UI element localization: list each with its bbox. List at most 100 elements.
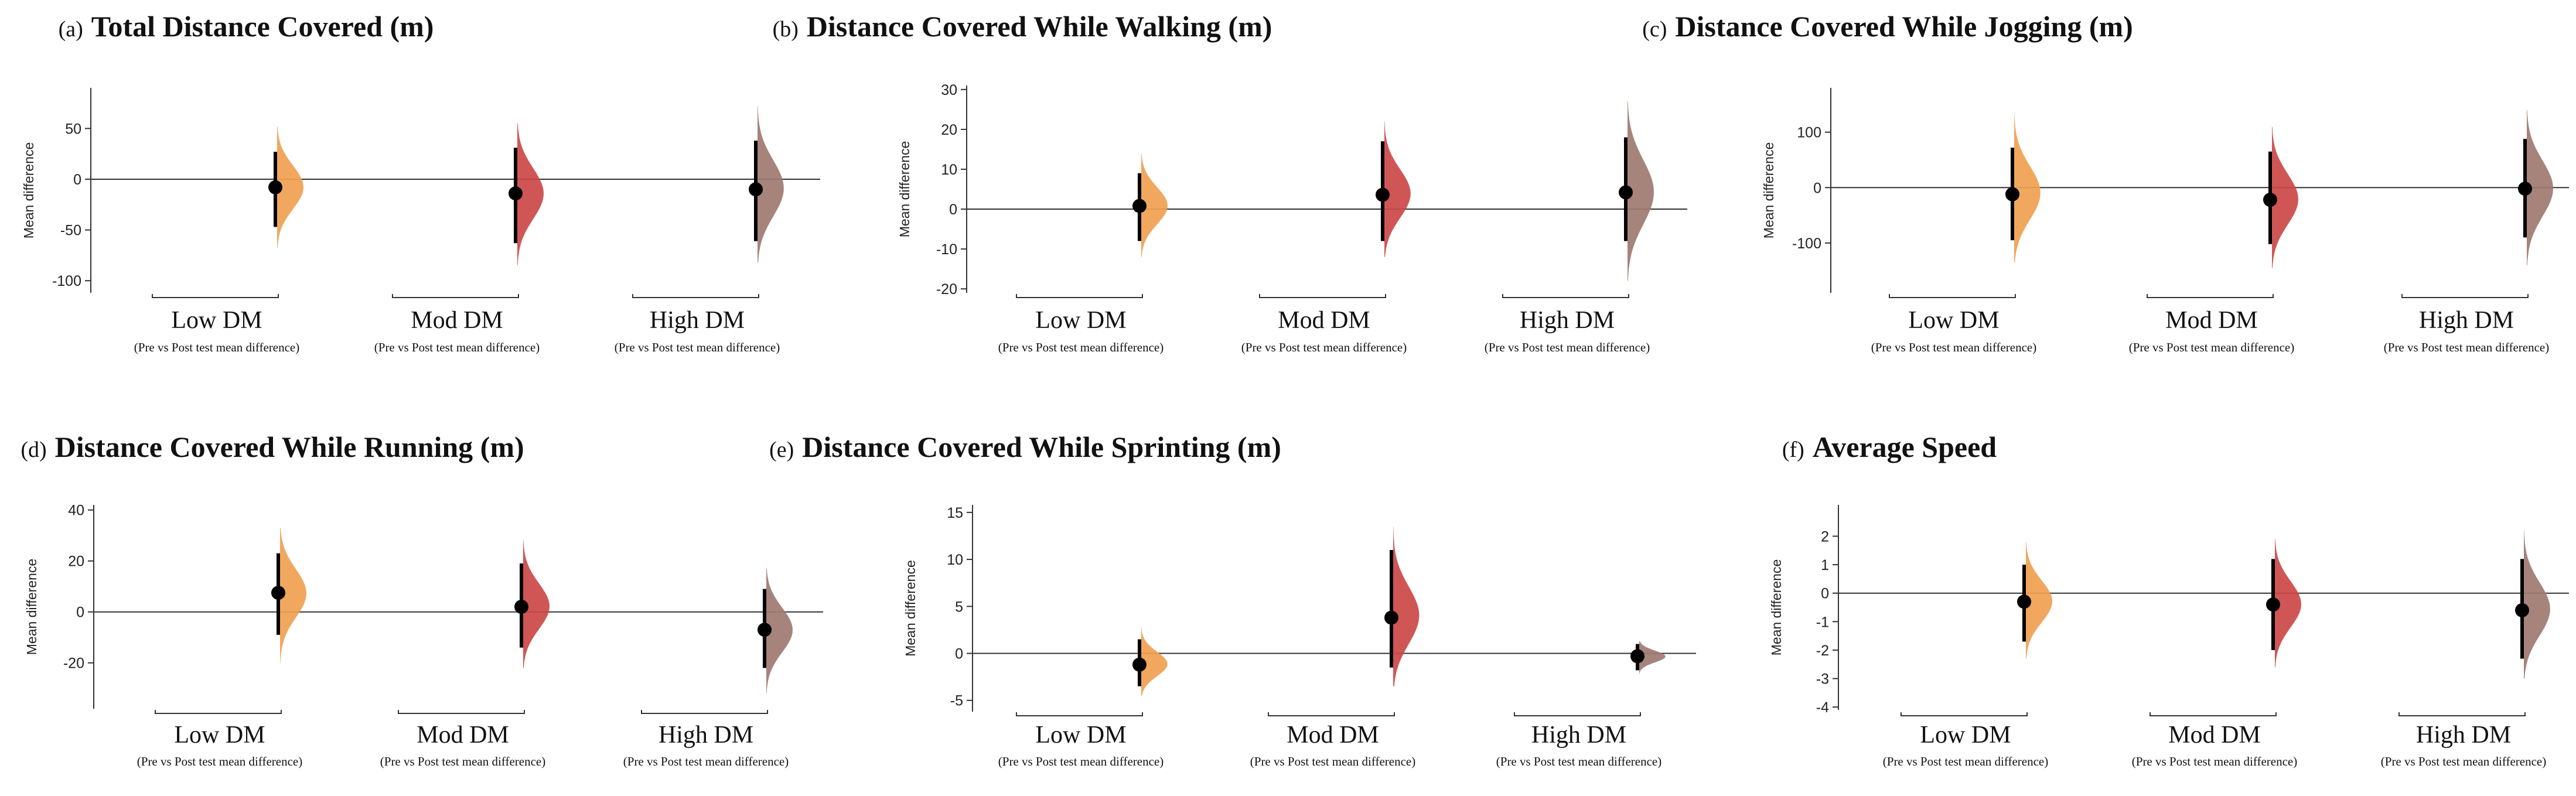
- distribution-1: [1393, 526, 1420, 686]
- distribution-0: [277, 126, 303, 248]
- y-tick-label: 50: [65, 121, 81, 137]
- panel-title: (e) Distance Covered While Sprinting (m): [769, 431, 1281, 463]
- mean-point-0: [268, 180, 282, 194]
- panel-letter: (f): [1782, 438, 1804, 462]
- mean-point-1: [1384, 610, 1398, 625]
- mean-point-2: [758, 623, 772, 637]
- distribution-1: [523, 540, 550, 668]
- y-tick-label: 20: [68, 554, 84, 570]
- group-sublabel: (Pre vs Post test mean difference): [998, 340, 1164, 354]
- panel-title: (a) Total Distance Covered (m): [59, 10, 434, 43]
- mean-point-2: [1630, 649, 1644, 664]
- y-tick-label: 10: [941, 162, 957, 178]
- group-sublabel: (Pre vs Post test mean difference): [374, 340, 540, 354]
- distribution-0: [2014, 112, 2041, 262]
- panel-a: (a) Total Distance Covered (m) 50 0 -50 -100 M…: [21, 10, 820, 354]
- mean-point-1: [1376, 187, 1390, 202]
- group-sublabel: (Pre vs Post test mean difference): [1241, 340, 1407, 354]
- panel-title: (d) Distance Covered While Running (m): [21, 431, 524, 463]
- panel-b: (b) Distance Covered While Walking (m) 30 2…: [773, 10, 1687, 354]
- distribution-2: [758, 106, 784, 263]
- y-tick-label: 0: [1813, 180, 1821, 196]
- panel-e: (e) Distance Covered While Sprinting (m) 1…: [769, 431, 1696, 768]
- group-bracket: [1889, 294, 2016, 298]
- distribution-2: [1639, 641, 1666, 674]
- y-tick-label: -100: [52, 273, 81, 289]
- group-label: Low DM: [1035, 722, 1126, 749]
- distribution-2: [2527, 110, 2553, 265]
- group-label: Mod DM: [411, 307, 503, 334]
- y-tick-label: 2: [1821, 528, 1829, 545]
- y-axis-label: Mean difference: [1761, 142, 1776, 239]
- y-tick-label: 1: [1821, 557, 1829, 573]
- group-sublabel: (Pre vs Post test mean difference): [137, 754, 302, 768]
- group-bracket: [2398, 712, 2526, 716]
- y-tick-label: -5: [950, 693, 963, 709]
- distribution-0: [1141, 153, 1168, 257]
- group-label: Mod DM: [1278, 307, 1370, 334]
- panel-letter: (c): [1642, 17, 1667, 42]
- mean-point-1: [2263, 193, 2277, 207]
- panel-f: (f) Average Speed 2 1 0 -1 -2 -3 -4 Mean differen…: [1769, 431, 2569, 768]
- group-sublabel: (Pre vs Post test mean difference): [1250, 754, 1415, 768]
- distribution-0: [2026, 542, 2052, 659]
- y-tick-label: -10: [936, 241, 957, 258]
- group-label: Mod DM: [417, 722, 509, 749]
- y-tick-label: 15: [947, 505, 963, 521]
- panel-title-text: Average Speed: [1813, 431, 1997, 463]
- mean-point-0: [271, 586, 285, 600]
- group-sublabel: (Pre vs Post test mean difference): [1496, 754, 1661, 768]
- y-tick-label: 10: [947, 552, 963, 568]
- y-tick-label: 0: [955, 646, 963, 662]
- group-sublabel: (Pre vs Post test mean difference): [998, 754, 1164, 768]
- mean-point-2: [2515, 603, 2529, 617]
- group-label: High DM: [1520, 307, 1615, 334]
- panel-title-text: Total Distance Covered (m): [91, 10, 434, 43]
- y-axis-label: Mean difference: [1769, 559, 1784, 656]
- panel-letter: (d): [21, 438, 46, 462]
- group-sublabel: (Pre vs Post test mean difference): [134, 340, 299, 354]
- distribution-1: [2272, 127, 2298, 268]
- panel-title: (b) Distance Covered While Walking (m): [773, 10, 1272, 43]
- y-tick-label: 30: [941, 82, 957, 98]
- y-tick-label: 0: [949, 201, 957, 218]
- group-sublabel: (Pre vs Post test mean difference): [1871, 340, 2036, 354]
- y-tick-label: -3: [1816, 671, 1829, 688]
- group-label: Low DM: [1920, 722, 2011, 749]
- distribution-0: [280, 528, 306, 663]
- group-label: Low DM: [1035, 307, 1126, 334]
- group-sublabel: (Pre vs Post test mean difference): [380, 754, 545, 768]
- panel-title: (f) Average Speed: [1782, 431, 1997, 463]
- mean-point-0: [2005, 187, 2019, 201]
- y-tick-label: -20: [63, 655, 84, 672]
- group-sublabel: (Pre vs Post test mean difference): [2381, 754, 2546, 768]
- y-tick-label: -4: [1816, 699, 1829, 716]
- group-bracket: [2147, 294, 2274, 298]
- mean-point-2: [2518, 182, 2532, 196]
- mean-point-2: [1619, 185, 1633, 200]
- mean-point-1: [514, 600, 528, 614]
- group-sublabel: (Pre vs Post test mean difference): [2129, 340, 2294, 354]
- y-axis-label: Mean difference: [24, 559, 39, 655]
- y-axis-label: Mean difference: [897, 141, 912, 238]
- group-bracket: [1502, 294, 1629, 298]
- group-label: High DM: [1531, 722, 1626, 749]
- panel-letter: (b): [773, 17, 799, 42]
- distribution-2: [2524, 530, 2550, 679]
- group-sublabel: (Pre vs Post test mean difference): [2384, 340, 2549, 354]
- mean-point-2: [749, 182, 763, 197]
- distribution-1: [1384, 121, 1411, 257]
- panel-letter: (a): [59, 17, 83, 42]
- group-bracket: [152, 294, 279, 298]
- group-bracket: [392, 294, 519, 298]
- y-tick-label: 40: [68, 503, 84, 519]
- group-sublabel: (Pre vs Post test mean difference): [1883, 754, 2048, 768]
- distribution-1: [2275, 539, 2301, 668]
- y-tick-label: -20: [936, 281, 957, 298]
- group-label: High DM: [2419, 307, 2514, 334]
- group-label: Low DM: [1908, 307, 1999, 334]
- y-tick-label: 100: [1797, 125, 1821, 141]
- group-label: High DM: [650, 307, 745, 334]
- group-bracket: [1016, 294, 1143, 298]
